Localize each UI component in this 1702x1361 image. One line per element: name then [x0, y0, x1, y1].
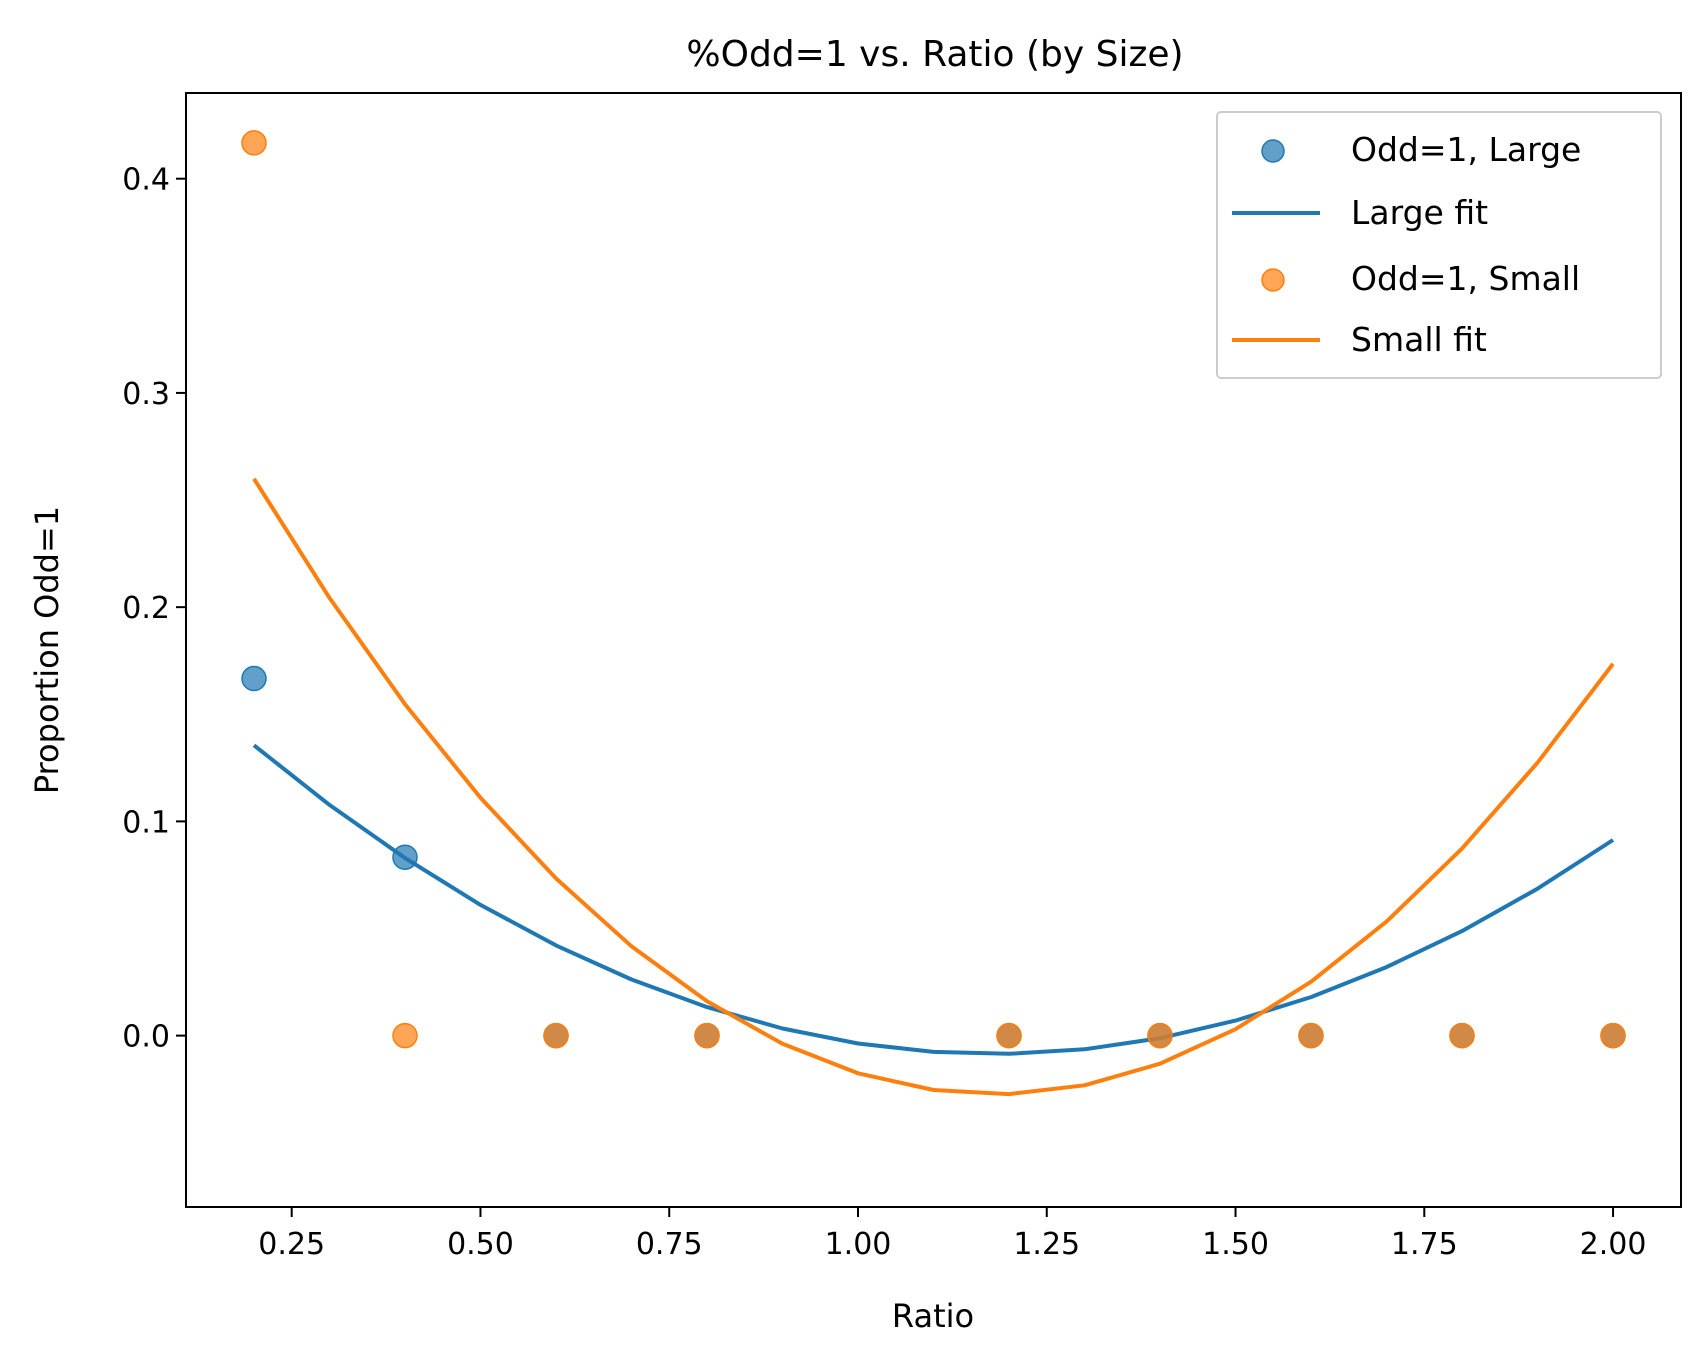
y-tick-label: 0.1: [122, 805, 170, 840]
fit-line-1: [252, 743, 1615, 1056]
x-tick-label: 1.50: [1202, 1227, 1269, 1262]
x-tick-label: 0.25: [258, 1227, 325, 1262]
fit-lines: [252, 477, 1615, 1097]
legend-frame: [1216, 111, 1662, 379]
scatter-point: [694, 1022, 720, 1049]
scatter-point: [241, 665, 267, 692]
scatter-point: [1449, 1022, 1475, 1049]
y-axis: 0.0 0.1 0.2 0.3 0.4: [122, 163, 186, 1055]
scatter-point: [1147, 1022, 1173, 1049]
scatter-point: [1298, 1022, 1324, 1049]
x-tick-label: 1.00: [825, 1227, 892, 1262]
x-tick-label: 0.50: [447, 1227, 514, 1262]
scatter-point: [392, 1022, 418, 1049]
x-tick-label: 0.75: [636, 1227, 703, 1262]
legend-label-small-fit: Small fit: [1351, 320, 1487, 359]
x-tick-label: 2.00: [1580, 1227, 1647, 1262]
y-tick-label: 0.2: [122, 591, 170, 626]
legend-label-small-points: Odd=1, Small: [1351, 259, 1580, 298]
legend-label-large-fit: Large fit: [1351, 193, 1488, 232]
legend-label-large-points: Odd=1, Large: [1351, 130, 1581, 169]
legend: Odd=1, Large Large fit Odd=1, Small Smal…: [1216, 111, 1662, 379]
x-axis-label: Ratio: [892, 1297, 974, 1335]
legend-marker-small-points: [1261, 268, 1285, 292]
fit-line-3: [252, 477, 1615, 1097]
scatter-point: [996, 1022, 1022, 1049]
y-tick-label: 0.3: [122, 377, 170, 412]
scatter-points: [241, 130, 1626, 1049]
x-tick-label: 1.75: [1391, 1227, 1458, 1262]
y-axis-label: Proportion Odd=1: [28, 506, 66, 794]
scatter-point: [241, 130, 267, 156]
x-tick-label: 1.25: [1013, 1227, 1080, 1262]
legend-marker-large-points: [1261, 139, 1285, 163]
scatter-point: [1600, 1022, 1626, 1049]
scatter-point: [543, 1022, 569, 1049]
y-tick-label: 0.4: [122, 163, 170, 198]
y-tick-label: 0.0: [122, 1020, 170, 1055]
x-axis: 0.25 0.50 0.75 1.00 1.25 1.50 1.75 2.00: [258, 1207, 1646, 1262]
chart-title: %Odd=1 vs. Ratio (by Size): [686, 34, 1183, 75]
scatter-point: [392, 844, 418, 870]
plot-frame: [185, 92, 1682, 1208]
